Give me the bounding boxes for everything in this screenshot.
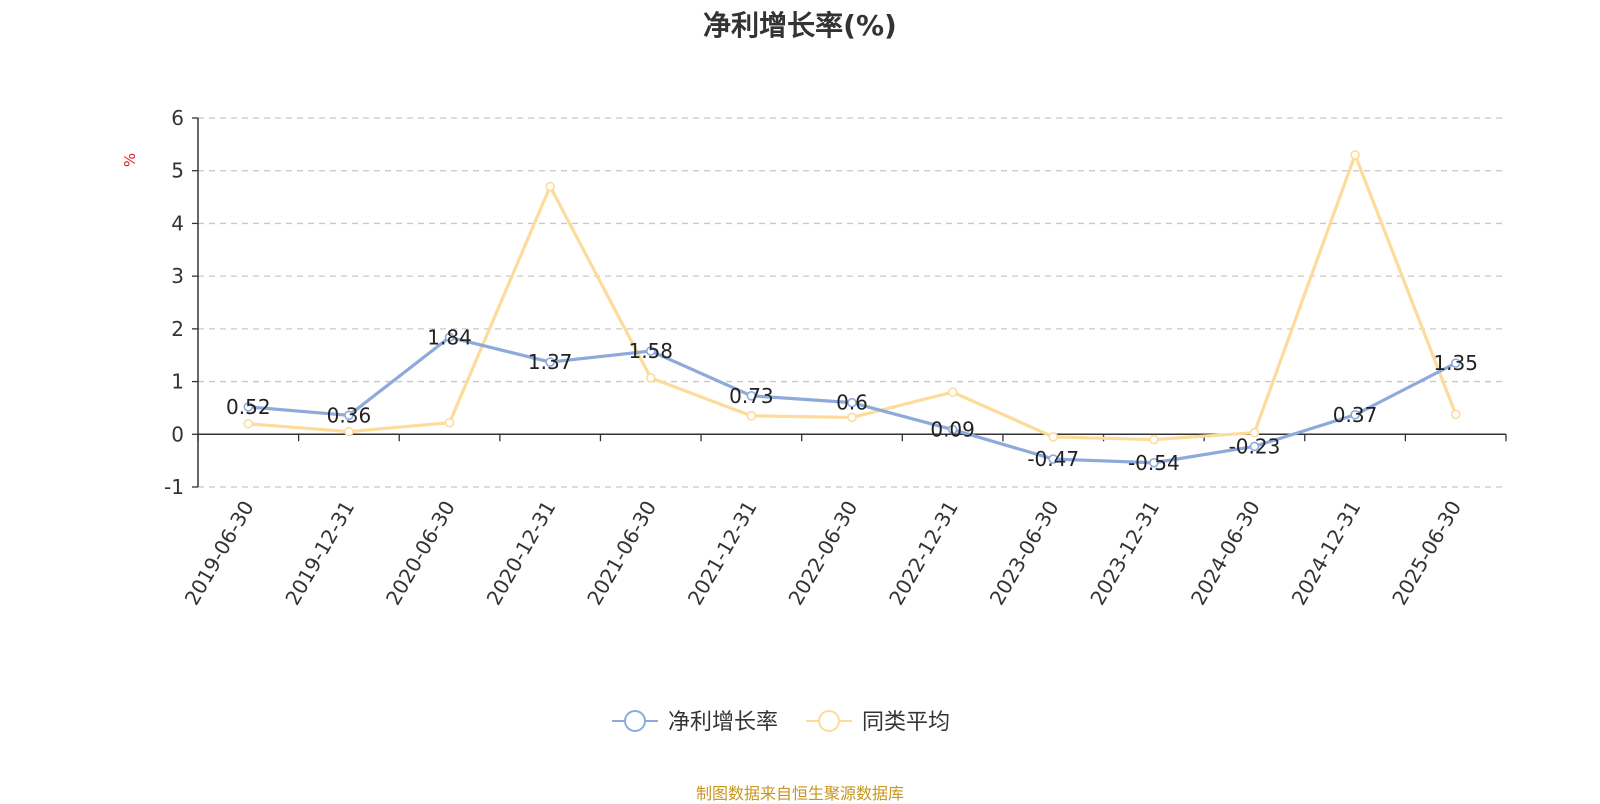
data-point: [1149, 434, 1159, 445]
data-label: 0.37: [1333, 403, 1378, 427]
data-point: [847, 412, 857, 423]
chart-title: 净利增长率(%): [703, 9, 897, 42]
data-point: [1048, 432, 1059, 442]
y-tick-label: -1: [164, 475, 184, 499]
data-label: -0.54: [1128, 451, 1180, 475]
legend-marker-0: [624, 710, 646, 732]
data-point: [645, 373, 656, 383]
y-tick-label: 5: [171, 159, 184, 183]
data-point: [746, 391, 757, 401]
x-tick-label: 2020-06-30: [381, 497, 460, 610]
data-label: 1.37: [528, 350, 573, 374]
data-label: -0.47: [1027, 447, 1079, 471]
data-point: [545, 357, 555, 367]
x-tick-label: 2019-06-30: [180, 497, 259, 610]
y-tick-label: 0: [171, 422, 184, 446]
data-point: [1249, 441, 1260, 452]
data-point: [1249, 427, 1260, 438]
data-point: [344, 426, 354, 437]
legend-label-0: 净利增长率: [668, 710, 778, 735]
y-tick-label: 1: [171, 370, 184, 394]
x-tick-label: 2022-06-30: [783, 497, 862, 610]
data-label: -0.23: [1229, 434, 1281, 458]
data-point: [1048, 454, 1059, 464]
data-label: 0.09: [930, 418, 975, 442]
x-tick-label: 2024-06-30: [1186, 497, 1265, 610]
x-tick-label: 2025-06-30: [1387, 497, 1466, 610]
data-point: [847, 397, 857, 408]
data-point: [1149, 457, 1159, 468]
data-source-note: 制图数据来自恒生聚源数据库: [695, 784, 904, 803]
legend-marker-1: [818, 710, 840, 732]
y-tick-label: 6: [171, 106, 184, 130]
x-tick-label: 2024-12-31: [1287, 497, 1366, 610]
x-tick-label: 2019-12-31: [280, 497, 359, 610]
data-point: [1350, 150, 1360, 160]
data-point: [545, 181, 555, 192]
data-point: [1450, 409, 1461, 420]
x-tick-label: 2020-12-31: [482, 497, 561, 610]
data-label: 0.6: [836, 391, 868, 415]
x-tick-label: 2022-12-31: [884, 497, 963, 610]
y-tick-label: 4: [171, 211, 184, 235]
legend-label-1: 同类平均: [862, 710, 950, 735]
data-point: [947, 424, 958, 435]
data-label: 0.73: [729, 384, 774, 408]
data-point: [243, 402, 254, 412]
data-label: 1.58: [629, 339, 674, 363]
data-point: [1450, 358, 1461, 368]
y-tick-label: 2: [171, 317, 184, 341]
data-label: 0.36: [327, 403, 372, 427]
data-label: 0.52: [226, 395, 271, 419]
data-point: [243, 418, 254, 429]
y-axis-unit: %: [121, 153, 139, 167]
x-tick-label: 2023-12-31: [1085, 497, 1164, 610]
data-label: 1.84: [427, 325, 472, 349]
data-point: [1350, 409, 1360, 420]
data-label: 1.35: [1433, 351, 1478, 375]
data-point: [645, 346, 656, 356]
data-point: [746, 411, 757, 421]
data-point: [344, 410, 354, 421]
x-tick-label: 2023-06-30: [985, 497, 1064, 610]
data-point: [947, 387, 958, 397]
data-point: [444, 332, 455, 343]
x-tick-label: 2021-06-30: [582, 497, 661, 610]
data-point: [444, 417, 455, 428]
x-tick-label: 2021-12-31: [683, 497, 762, 610]
y-tick-label: 3: [171, 264, 184, 288]
